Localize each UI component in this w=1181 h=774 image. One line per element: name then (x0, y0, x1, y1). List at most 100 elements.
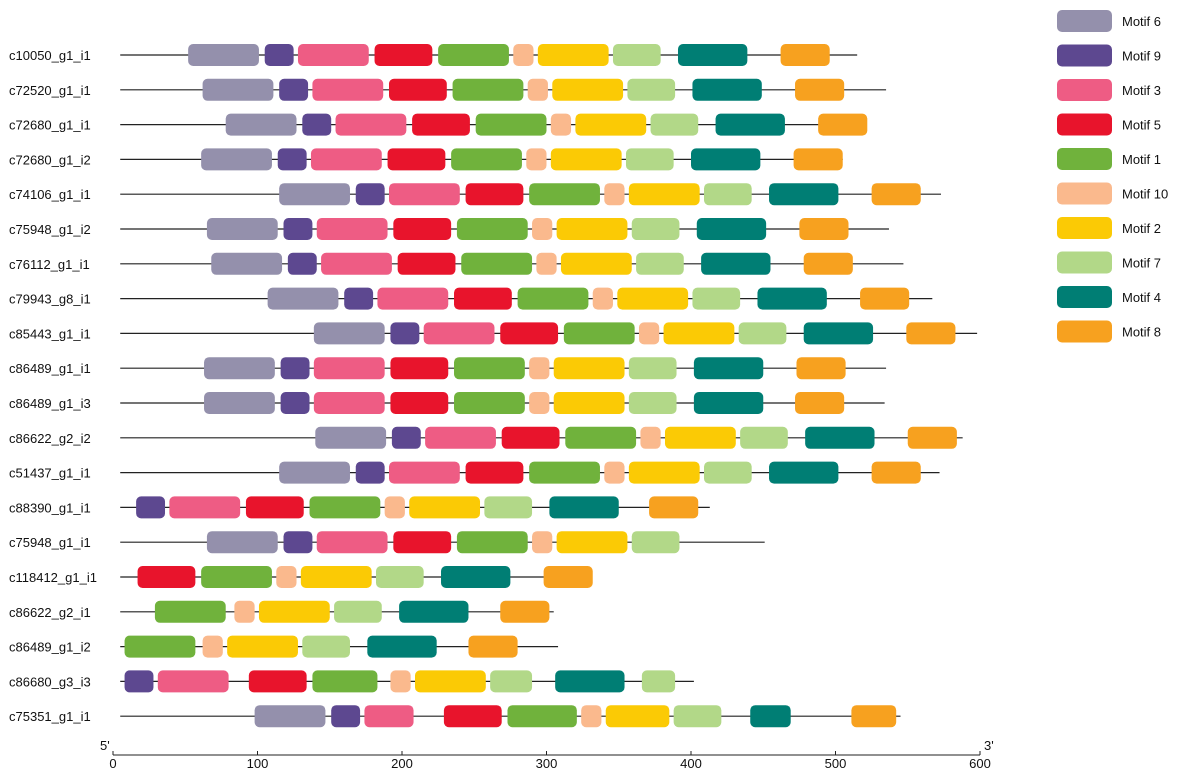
sequence-label: c86622_g2_i1 (9, 605, 91, 620)
motif-box (693, 357, 764, 380)
position-axis: 5' 3' 0 100 200 300 400 500 600 (100, 738, 994, 771)
motif-box (234, 600, 255, 623)
motif-box (438, 44, 509, 66)
sequence-row: c51437_g1_i1 (9, 461, 940, 484)
sequence-row: c75948_g1_i2 (9, 218, 889, 240)
sequence-label: c72520_g1_i1 (9, 83, 91, 98)
sequence-row: c86489_g1_i1 (9, 357, 887, 380)
sequence-row: c86489_g1_i3 (9, 392, 885, 414)
motif-box (388, 78, 447, 101)
motif-box (553, 357, 625, 380)
motif-box (757, 287, 827, 310)
sequence-label: c76112_g1_i1 (9, 257, 90, 272)
legend-item: Motif 10 (1057, 182, 1168, 205)
motif-box (313, 392, 385, 414)
motif-box (529, 392, 550, 414)
legend-label: Motif 6 (1122, 14, 1161, 29)
motif-box (490, 670, 533, 693)
motif-box (628, 183, 700, 206)
axis-tick-label: 200 (391, 756, 413, 771)
motif-box (738, 322, 787, 345)
motif-box (154, 600, 226, 623)
motif-box (157, 670, 229, 693)
motif-box (316, 531, 388, 554)
motif-box (465, 183, 524, 206)
motif-box (529, 357, 550, 380)
sequence-label: c79943_g8_i1 (9, 292, 91, 307)
motif-box (701, 252, 771, 275)
sequence-label: c88390_g1_i1 (9, 500, 91, 515)
motif-box (604, 461, 625, 484)
motif-box (451, 148, 522, 171)
sequence-label: c86680_g3_i3 (9, 674, 91, 689)
axis-three-prime-label: 3' (984, 738, 994, 753)
motif-box (780, 44, 830, 66)
motif-box (549, 496, 619, 519)
motif-box (529, 461, 600, 484)
motif-box (552, 78, 624, 101)
motif-box (704, 461, 752, 484)
motif-box (302, 113, 332, 136)
motif-box (461, 252, 533, 275)
motif-box (374, 44, 433, 66)
legend-label: Motif 1 (1122, 152, 1161, 167)
sequence-label: c86489_g1_i1 (9, 361, 91, 376)
motif-box (628, 461, 700, 484)
axis-tick-label: 0 (109, 756, 116, 771)
motif-box (650, 113, 699, 136)
sequence-row: c72520_g1_i1 (9, 78, 887, 101)
sequence-row: c72680_g1_i1 (9, 113, 868, 136)
motif-box (677, 44, 748, 66)
motif-box (526, 148, 547, 171)
motif-box (312, 670, 378, 693)
motif-box (692, 78, 762, 101)
motif-box (452, 78, 524, 101)
sequence-label: c10050_g1_i1 (9, 48, 91, 63)
motif-box (456, 218, 528, 240)
motif-box (803, 252, 853, 275)
motif-box (803, 322, 874, 345)
motif-box (206, 218, 278, 240)
sequence-label: c86489_g1_i3 (9, 396, 91, 411)
motif-box (415, 670, 486, 693)
motif-box (799, 218, 849, 240)
motif-box (331, 705, 361, 728)
motif-box (860, 287, 910, 310)
motif-box (390, 357, 449, 380)
legend-label: Motif 10 (1122, 187, 1168, 202)
legend-item: Motif 3 (1057, 79, 1161, 101)
motif-box (211, 252, 283, 275)
motif-box (136, 496, 166, 519)
sequence-row: c72680_g1_i2 (9, 148, 843, 171)
motif-box (137, 566, 196, 588)
sequence-row: c75948_g1_i1 (9, 531, 765, 554)
motif-box (390, 670, 411, 693)
sequence-label: c75948_g1_i1 (9, 535, 91, 550)
motif-box (279, 78, 309, 101)
sequence-label: c86622_g2_i2 (9, 431, 91, 446)
motif-box (315, 426, 387, 449)
motif-box (423, 322, 495, 345)
motif-box (907, 426, 957, 449)
motif-box (312, 78, 384, 101)
motif-box (456, 531, 528, 554)
motif-box (871, 461, 921, 484)
motif-box (206, 531, 278, 554)
legend-swatch (1057, 251, 1112, 274)
legend-item: Motif 8 (1057, 320, 1161, 343)
motif-box (501, 426, 560, 449)
legend-swatch (1057, 286, 1112, 308)
motif-box (628, 392, 677, 414)
motif-box (375, 566, 424, 588)
motif-box (563, 322, 635, 345)
motif-box (279, 183, 350, 206)
motif-box (355, 461, 385, 484)
motif-box (300, 566, 372, 588)
motif-box (536, 252, 557, 275)
sequence-label: c72680_g1_i1 (9, 118, 91, 133)
motif-box (532, 218, 553, 240)
motif-box (818, 113, 868, 136)
motif-box (367, 635, 437, 658)
sequence-row: c76112_g1_i1 (9, 252, 904, 275)
